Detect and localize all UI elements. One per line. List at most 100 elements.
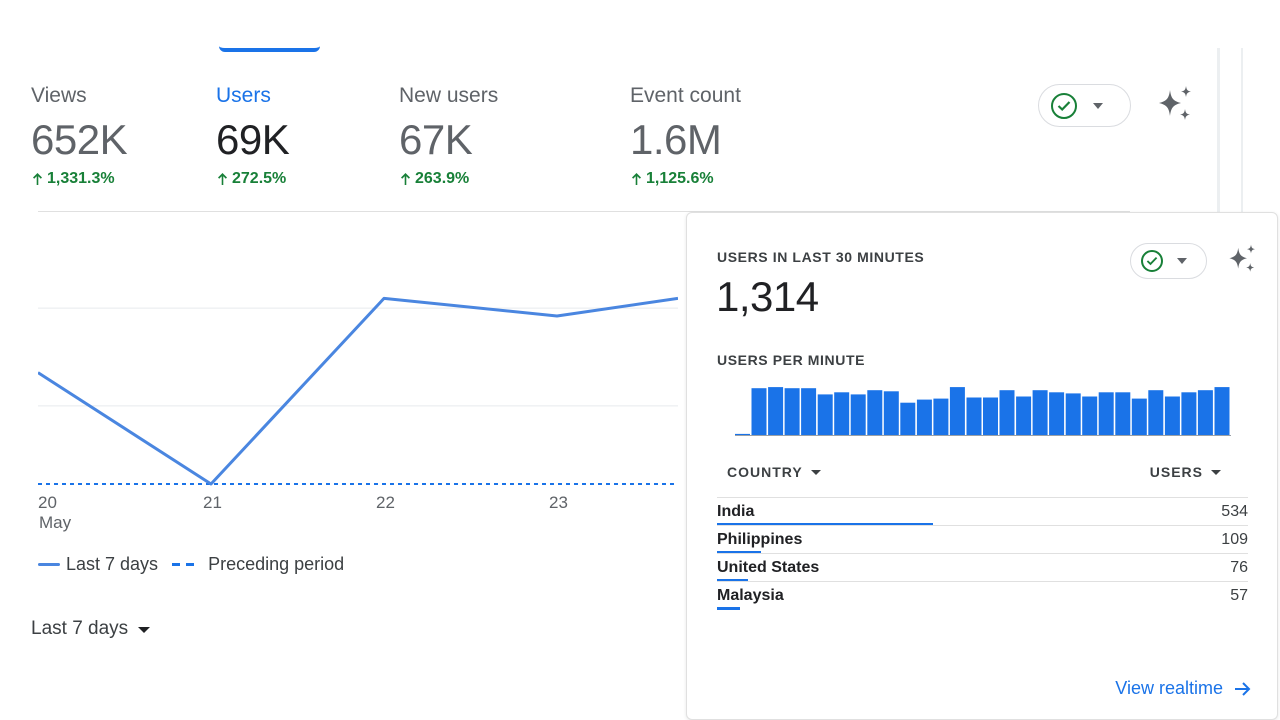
caret-down-icon	[810, 469, 821, 475]
sparkle-insights-icon[interactable]	[1227, 243, 1259, 275]
per-minute-bar	[801, 388, 817, 436]
metric-value: 67K	[399, 116, 473, 163]
per-minute-bar	[999, 390, 1015, 436]
metric-value: 1.6M	[630, 116, 722, 163]
caret-down-icon	[1211, 469, 1221, 475]
metric-change-value: 272.5%	[232, 170, 287, 187]
per-minute-bar	[1164, 396, 1180, 436]
per-minute-bar	[784, 388, 800, 436]
country-name: United States	[717, 559, 820, 576]
metrics-divider	[38, 211, 1130, 212]
per-minute-bar	[1131, 398, 1147, 436]
date-range-label: Last 7 days	[31, 618, 129, 639]
per-minute-bar	[1082, 396, 1098, 436]
legend-swatch-dashed	[172, 563, 199, 566]
per-minute-bar	[850, 394, 866, 436]
arrow-right-icon	[1235, 681, 1251, 696]
per-minute-bar	[949, 387, 965, 436]
per-minute-bar	[817, 394, 833, 436]
per-minute-bar	[751, 388, 767, 436]
metric-change-value: 1,331.3%	[47, 170, 115, 187]
country-name: Malaysia	[717, 587, 784, 604]
realtime-title: USERS IN LAST 30 MINUTES	[717, 249, 925, 265]
scroll-divider-2	[1241, 48, 1243, 218]
country-table: India 534 Philippines 109 United States …	[717, 497, 1248, 610]
metric-change: 272.5%	[216, 170, 289, 188]
country-share-bar	[717, 523, 933, 526]
country-share-bar	[717, 607, 740, 610]
legend-swatch-solid	[38, 563, 60, 566]
metric-label: Users	[216, 84, 271, 107]
metric-label: Event count	[630, 84, 741, 107]
country-header-label: COUNTRY	[727, 464, 803, 480]
users-header-label: USERS	[1149, 464, 1203, 480]
per-minute-bar	[900, 402, 916, 436]
per-minute-bar	[933, 398, 949, 436]
legend-current: Last 7 days	[66, 554, 159, 574]
country-column-header[interactable]: COUNTRY	[727, 464, 821, 480]
country-share-bar	[717, 551, 761, 554]
country-name: India	[717, 503, 755, 520]
metric-views[interactable]: Views 652K 1,331.3%	[31, 84, 128, 188]
view-realtime-label: View realtime	[1115, 678, 1223, 698]
date-range-dropdown[interactable]: Last 7 days	[31, 618, 151, 640]
arrow-up-icon	[218, 173, 227, 185]
per-minute-bar	[1197, 390, 1213, 436]
table-row[interactable]: Philippines 109	[717, 525, 1248, 554]
arrow-up-icon	[632, 173, 641, 185]
metric-change: 1,125.6%	[630, 170, 741, 188]
table-row[interactable]: United States 76	[717, 553, 1248, 582]
check-circle-icon	[1051, 92, 1077, 119]
view-realtime-link[interactable]: View realtime	[1115, 678, 1253, 699]
per-minute-bar	[1098, 392, 1114, 436]
per-minute-bar	[966, 397, 982, 436]
per-minute-bar	[983, 397, 998, 436]
active-tab-indicator	[219, 40, 320, 52]
bar-chart-baseline	[735, 435, 1231, 436]
country-users: 76	[1230, 559, 1248, 576]
per-minute-bar-chart	[735, 387, 1230, 436]
metric-users[interactable]: Users 69K 272.5%	[216, 84, 290, 188]
metric-label: New users	[399, 84, 499, 107]
per-minute-title: USERS PER MINUTE	[717, 352, 866, 368]
per-minute-bar	[1065, 393, 1081, 436]
realtime-card: USERS IN LAST 30 MINUTES 1,314 USERS PER…	[686, 212, 1278, 720]
country-users: 534	[1221, 503, 1248, 520]
arrow-up-icon	[33, 173, 42, 185]
caret-down-icon	[138, 627, 151, 633]
per-minute-bar	[867, 390, 883, 436]
metric-value: 69K	[216, 116, 290, 163]
metric-value: 652K	[31, 116, 128, 163]
users-column-header[interactable]: USERS	[1150, 464, 1221, 480]
scroll-divider	[1217, 48, 1220, 218]
chevron-down-icon	[1093, 102, 1103, 109]
metric-event-count[interactable]: Event count 1.6M 1,125.6%	[630, 84, 741, 188]
metric-new-users[interactable]: New users 67K 263.9%	[399, 84, 498, 188]
per-minute-bar	[916, 399, 932, 436]
x-tick-label: 23	[549, 493, 568, 512]
per-minute-bar	[768, 387, 784, 436]
metric-change-value: 1,125.6%	[646, 170, 714, 187]
per-minute-bar	[1032, 390, 1048, 436]
users-line-chart: 20 May 21 22 23	[38, 230, 678, 540]
arrow-up-icon	[401, 173, 410, 185]
chevron-down-icon	[1177, 258, 1187, 264]
country-users: 57	[1230, 587, 1248, 604]
table-row[interactable]: Malaysia 57	[717, 581, 1248, 610]
x-tick-label: 20	[38, 493, 57, 512]
table-row[interactable]: India 534	[717, 497, 1248, 526]
sparkle-insights-icon[interactable]	[1156, 84, 1196, 124]
per-minute-bar	[1016, 396, 1032, 436]
per-minute-bar	[1115, 392, 1131, 436]
realtime-quality-dropdown[interactable]	[1130, 243, 1207, 279]
data-quality-dropdown[interactable]	[1038, 84, 1131, 127]
per-minute-bar	[1049, 392, 1065, 436]
x-tick-label: 22	[376, 493, 395, 512]
legend-previous: Preceding period	[208, 554, 345, 574]
check-circle-icon	[1141, 250, 1163, 272]
country-share-bar	[717, 579, 748, 582]
per-minute-bar	[1181, 392, 1197, 436]
metric-change-value: 263.9%	[415, 170, 470, 187]
realtime-total: 1,314	[716, 273, 819, 320]
per-minute-bar	[883, 391, 899, 436]
